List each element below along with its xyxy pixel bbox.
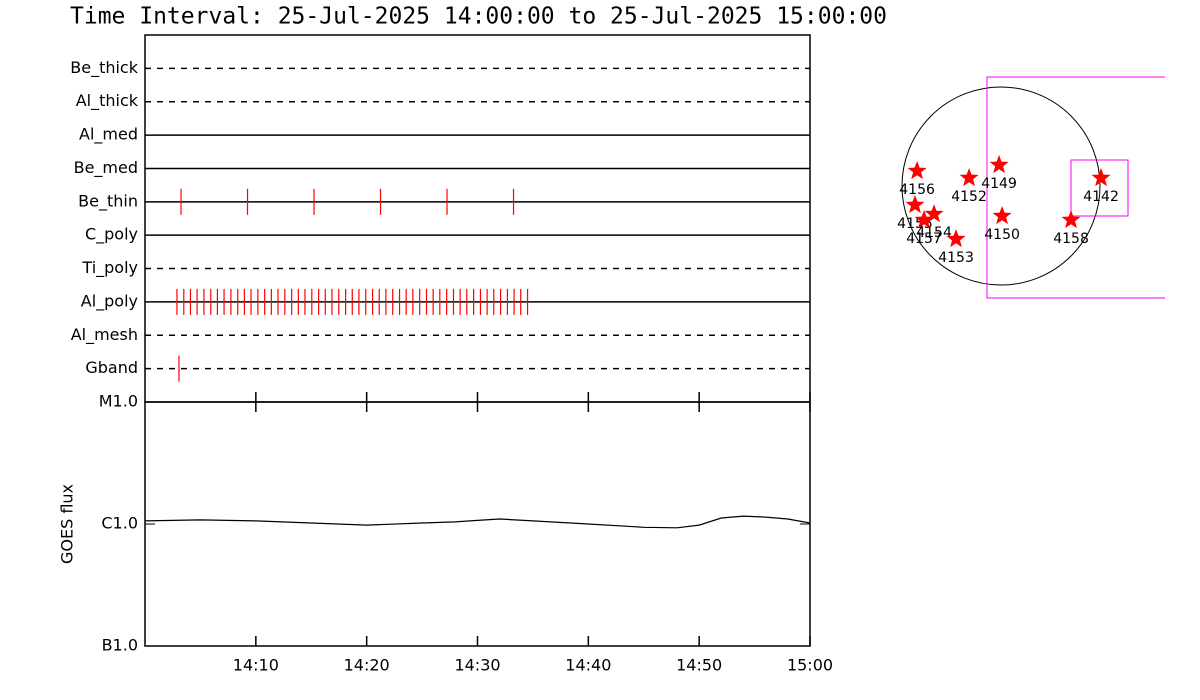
region-label: 4142 [1083, 189, 1119, 205]
active-region [924, 204, 944, 223]
region-label: 4156 [899, 182, 935, 198]
region-label: 4150 [984, 227, 1020, 243]
target-box [1070, 159, 1129, 217]
goes-curve [144, 515, 811, 529]
row-label: Al_thick [76, 91, 139, 111]
solar-disk [901, 86, 1101, 286]
region-label: 4158 [1053, 231, 1089, 247]
active-region [946, 229, 966, 248]
active-region [992, 206, 1012, 225]
row-label: Gband [85, 358, 138, 377]
region-label: 4153 [938, 250, 974, 266]
goes-frame [144, 401, 811, 647]
row-label: Al_mesh [71, 325, 138, 345]
active-region [1091, 168, 1111, 187]
region-label: 4157 [906, 231, 942, 247]
x-tick-label: 14:20 [344, 656, 390, 675]
row-label: Al_poly [81, 291, 138, 311]
active-region [914, 210, 934, 229]
row-label: Ti_poly [81, 258, 138, 278]
active-region [959, 168, 979, 187]
x-tick-label: 14:50 [676, 656, 722, 675]
row-label: C_poly [85, 225, 138, 245]
xrt-fov [986, 76, 1165, 299]
timeline-frame [144, 34, 811, 403]
active-region [989, 155, 1009, 174]
row-label: Be_thick [70, 58, 138, 78]
x-tick-label: 14:40 [565, 656, 611, 675]
x-tick-label: 14:10 [233, 656, 279, 675]
x-tick-label: 15:00 [787, 656, 833, 675]
region-label: 4149 [981, 176, 1017, 192]
active-region [1061, 210, 1081, 229]
row-label: Be_med [74, 158, 138, 178]
y-tick-label: M1.0 [99, 392, 138, 411]
y-tick-label: C1.0 [101, 514, 138, 533]
y-tick-label: B1.0 [102, 636, 138, 655]
active-region [905, 195, 925, 214]
active-region [907, 161, 927, 180]
x-tick-label: 14:30 [454, 656, 500, 675]
region-label: 4154 [916, 225, 952, 241]
row-label: Be_thin [78, 191, 138, 211]
row-label: Al_med [79, 125, 138, 145]
region-label: 4152 [951, 189, 987, 205]
y-axis-label: GOES flux [58, 484, 77, 564]
chart-title: Time Interval: 25-Jul-2025 14:00:00 to 2… [70, 4, 887, 30]
